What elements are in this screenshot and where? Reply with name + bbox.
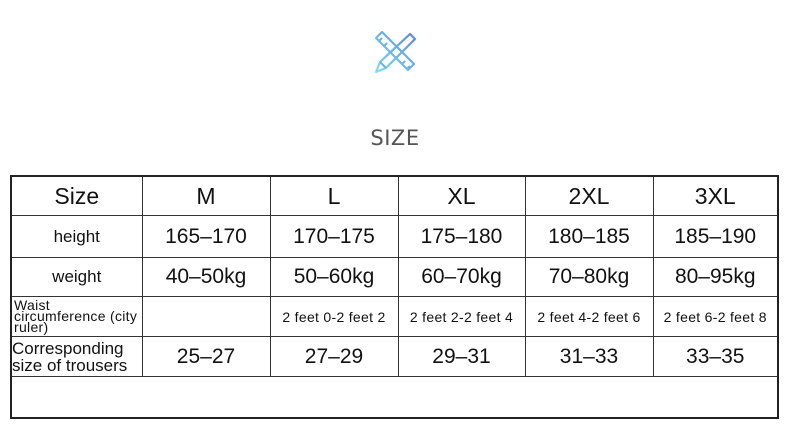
pencil-ruler-icon xyxy=(374,30,417,74)
table-cell: 31–33 xyxy=(524,336,654,377)
table-cell: 27–29 xyxy=(269,336,399,377)
table-cell: 170–175 xyxy=(269,215,399,258)
empty-row xyxy=(11,376,778,418)
table-cell: 60–70kg xyxy=(397,257,526,297)
row-label: Corresponding size of trousers xyxy=(10,336,143,377)
table-cell: 25–27 xyxy=(141,336,271,377)
table-cell: 2 feet 2-2 feet 4 xyxy=(397,296,526,337)
table-cell: 80–95kg xyxy=(652,257,779,297)
header-cell: 2XL xyxy=(524,175,654,216)
row-label: height xyxy=(10,215,143,258)
table-row: height 165–170 170–175 175–180 180–185 1… xyxy=(10,215,779,258)
row-label: weight xyxy=(10,257,143,297)
table-cell: 70–80kg xyxy=(524,257,654,297)
table-cell xyxy=(141,296,271,337)
header-cell: L xyxy=(269,175,399,216)
page-title: SIZE xyxy=(370,126,420,150)
row-label: Waist circumference (city ruler) xyxy=(10,296,143,337)
header-cell: Size xyxy=(10,175,143,216)
header-cell: XL xyxy=(397,175,526,216)
header-cell: 3XL xyxy=(652,175,779,216)
table-row: Waist circumference (city ruler) 2 feet … xyxy=(10,296,779,337)
table-cell: 2 feet 0-2 feet 2 xyxy=(269,296,399,337)
table-cell: 2 feet 6-2 feet 8 xyxy=(652,296,779,337)
size-chart-table: Size M L XL 2XL 3XL height 165–170 170–1… xyxy=(10,175,779,419)
table-cell: 175–180 xyxy=(397,215,526,258)
table-cell: 40–50kg xyxy=(141,257,271,297)
header-cell: M xyxy=(141,175,271,216)
table-header-row: Size M L XL 2XL 3XL xyxy=(10,175,779,216)
empty-cell xyxy=(11,376,778,418)
table-cell: 50–60kg xyxy=(269,257,399,297)
table-cell: 33–35 xyxy=(652,336,779,377)
table-row: weight 40–50kg 50–60kg 60–70kg 70–80kg 8… xyxy=(10,257,779,297)
table-cell: 29–31 xyxy=(397,336,526,377)
table-row: Corresponding size of trousers 25–27 27–… xyxy=(10,336,779,377)
table-cell: 165–170 xyxy=(141,215,271,258)
table-cell: 185–190 xyxy=(652,215,779,258)
table-cell: 2 feet 4-2 feet 6 xyxy=(524,296,654,337)
table-cell: 180–185 xyxy=(524,215,654,258)
